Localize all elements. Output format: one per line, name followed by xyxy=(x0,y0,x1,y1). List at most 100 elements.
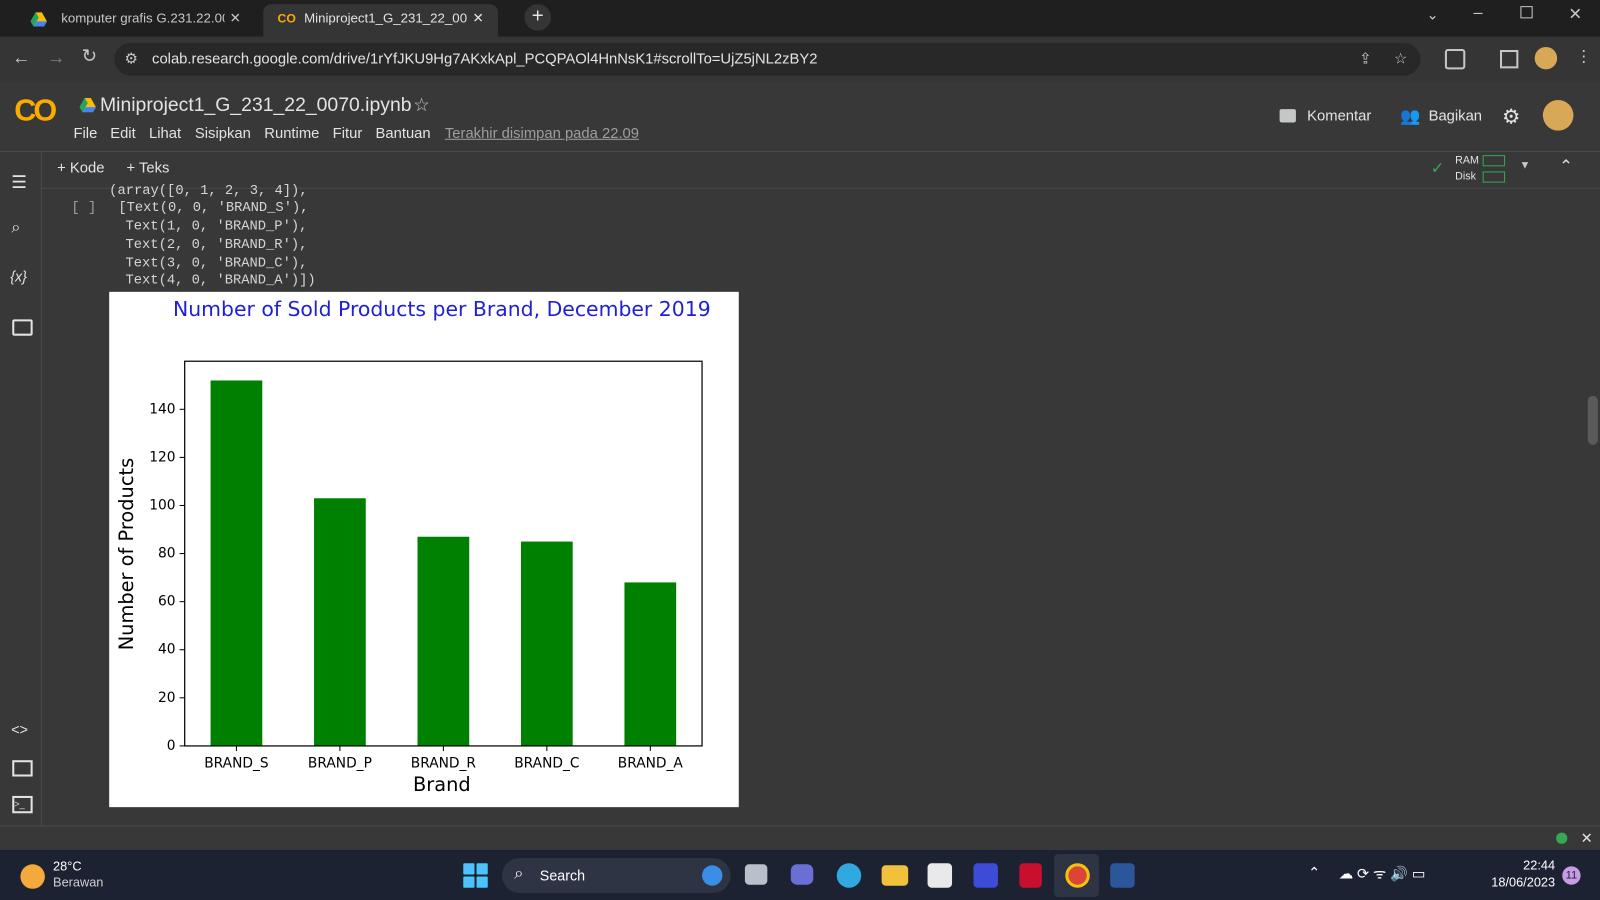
x-tick-label: BRAND_C xyxy=(514,755,579,771)
new-tab-button[interactable]: + xyxy=(524,4,552,31)
status-dot xyxy=(1556,832,1568,844)
forward-button[interactable]: → xyxy=(46,46,66,68)
store-icon[interactable] xyxy=(927,863,953,888)
chart-title: Number of Sold Products per Brand, Decem… xyxy=(173,297,711,321)
output-line: [Text(0, 0, 'BRAND_S'), xyxy=(118,201,309,217)
chrome-icon[interactable] xyxy=(1065,863,1090,888)
edge-icon[interactable] xyxy=(836,863,862,888)
add-code-button[interactable]: + Kode xyxy=(57,160,105,177)
menu-item[interactable]: Fitur xyxy=(332,125,363,142)
tab-search[interactable]: ⌄ xyxy=(1426,6,1439,23)
x-tick-label: BRAND_A xyxy=(618,755,684,771)
last-saved[interactable]: Terakhir disimpan pada 22.09 xyxy=(444,125,640,142)
tab[interactable]: komputer grafis G.231.22.0070 ✕ xyxy=(20,4,255,37)
close-icon[interactable]: ✕ xyxy=(472,10,484,26)
task-view[interactable] xyxy=(744,864,768,885)
restore[interactable] xyxy=(1520,6,1533,19)
menu-item[interactable]: File xyxy=(73,125,98,142)
word-icon[interactable] xyxy=(1110,863,1135,888)
tab-bar: komputer grafis G.231.22.0070 ✕ CO Minip… xyxy=(0,0,1600,37)
y-axis-label: Number of Products xyxy=(115,458,138,650)
url-box[interactable]: ⚙ colab.research.google.com/drive/1rYfJK… xyxy=(114,42,1421,76)
y-tick-label: 80 xyxy=(158,546,176,562)
comment-icon xyxy=(1279,109,1296,123)
y-tick-label: 120 xyxy=(149,449,175,465)
tab-title: Miniproject1_G_231_22_0070.ip xyxy=(304,10,468,26)
run-marker[interactable]: [ ] xyxy=(71,201,97,217)
tab-title: komputer grafis G.231.22.0070 xyxy=(61,10,224,26)
x-tick-label: BRAND_P xyxy=(308,755,372,771)
tab[interactable]: CO Miniproject1_G_231_22_0070.ip ✕ xyxy=(263,4,498,37)
menu-item[interactable]: Sisipkan xyxy=(194,125,251,142)
add-text-button[interactable]: + Teks xyxy=(126,160,170,177)
status-close[interactable]: ✕ xyxy=(1580,829,1593,846)
notification-badge[interactable]: 11 xyxy=(1562,866,1581,885)
bar xyxy=(624,582,677,746)
account-avatar[interactable] xyxy=(1542,99,1574,131)
tray-icons[interactable]: ☁ ⟳ ᯤ 🔊 ▭ xyxy=(1338,865,1426,882)
menu-item[interactable]: Lihat xyxy=(148,125,182,142)
settings-button[interactable]: ⚙ xyxy=(1502,106,1521,129)
terminal-icon[interactable]: >_ xyxy=(12,795,33,814)
mcafee-icon[interactable] xyxy=(1019,863,1042,888)
star-button[interactable]: ☆ xyxy=(413,94,430,116)
search-label: Search xyxy=(539,867,586,884)
bookmark-star[interactable]: ☆ xyxy=(1393,51,1408,68)
browser-menu[interactable]: ⋮ xyxy=(1575,48,1592,67)
scrollbar-thumb[interactable] xyxy=(1587,395,1598,445)
back-button[interactable]: ← xyxy=(12,46,31,68)
bar xyxy=(210,380,263,746)
y-tick-label: 100 xyxy=(149,497,175,513)
output-line: Text(1, 0, 'BRAND_P'), xyxy=(125,219,308,235)
collapse-button[interactable]: ⌃ xyxy=(1559,158,1573,176)
notebook-toolbar: + Kode + Teks ✓ RAM Disk ▼ ⌃ xyxy=(40,152,1600,189)
share-icon: 👥 xyxy=(1399,108,1421,126)
files-icon[interactable] xyxy=(12,319,33,336)
menu-item[interactable]: Edit xyxy=(110,125,136,142)
x-tick-label: BRAND_S xyxy=(204,755,268,771)
drive-icon xyxy=(79,97,96,113)
tray-overflow[interactable]: ⌃ xyxy=(1308,864,1321,881)
app-icon[interactable] xyxy=(973,863,998,888)
reload-button[interactable]: ↻ xyxy=(81,45,98,67)
minimize[interactable]: – xyxy=(1473,4,1483,22)
side-panel-icon[interactable] xyxy=(1499,49,1519,69)
weather-text[interactable]: Berawan xyxy=(53,875,104,890)
snippets-icon[interactable]: <> xyxy=(11,721,28,738)
profile-avatar[interactable] xyxy=(1534,46,1558,70)
search-icon[interactable]: ⌕ xyxy=(11,219,21,237)
share-button[interactable]: Bagikan xyxy=(1428,108,1483,125)
bar xyxy=(314,498,366,746)
extensions-icon[interactable] xyxy=(1444,48,1466,70)
x-axis-label: Brand xyxy=(413,773,471,796)
search-box[interactable]: ⌕ Search xyxy=(502,858,731,893)
colab-logo[interactable]: CO xyxy=(14,93,57,128)
y-tick-label: 140 xyxy=(149,401,175,417)
teams-icon[interactable] xyxy=(790,864,814,885)
clock-date[interactable]: 18/06/2023 xyxy=(1491,875,1556,890)
menu-item[interactable]: Runtime xyxy=(264,125,320,142)
variables-icon[interactable]: {x} xyxy=(10,268,27,285)
share-icon[interactable]: ⇪ xyxy=(1359,51,1372,68)
connected-check: ✓ xyxy=(1430,160,1445,178)
weather-icon[interactable] xyxy=(20,864,45,889)
explorer-icon[interactable] xyxy=(881,865,909,886)
menu-item[interactable]: Bantuan xyxy=(375,125,431,142)
runtime-dropdown[interactable]: ▼ xyxy=(1519,159,1531,172)
command-palette-icon[interactable] xyxy=(12,760,33,777)
close-icon[interactable]: ✕ xyxy=(229,10,241,26)
site-info-icon: ⚙ xyxy=(124,51,138,68)
clock-time[interactable]: 22:44 xyxy=(1523,858,1556,873)
add-text-label: Teks xyxy=(139,160,170,177)
comment-button[interactable]: Komentar xyxy=(1307,108,1372,125)
output-line: Text(4, 0, 'BRAND_A')]) xyxy=(125,273,316,289)
notebook-title[interactable]: Miniproject1_G_231_22_0070.ipynb xyxy=(99,94,412,117)
search-icon: ⌕ xyxy=(514,865,524,883)
colab-icon: CO xyxy=(277,11,296,26)
disk-label: Disk xyxy=(1455,170,1476,183)
close-window[interactable]: ✕ xyxy=(1568,6,1583,24)
weather-temp[interactable]: 28°C xyxy=(53,859,82,874)
toc-icon[interactable]: ☰ xyxy=(11,172,27,192)
start-button[interactable] xyxy=(463,863,488,888)
